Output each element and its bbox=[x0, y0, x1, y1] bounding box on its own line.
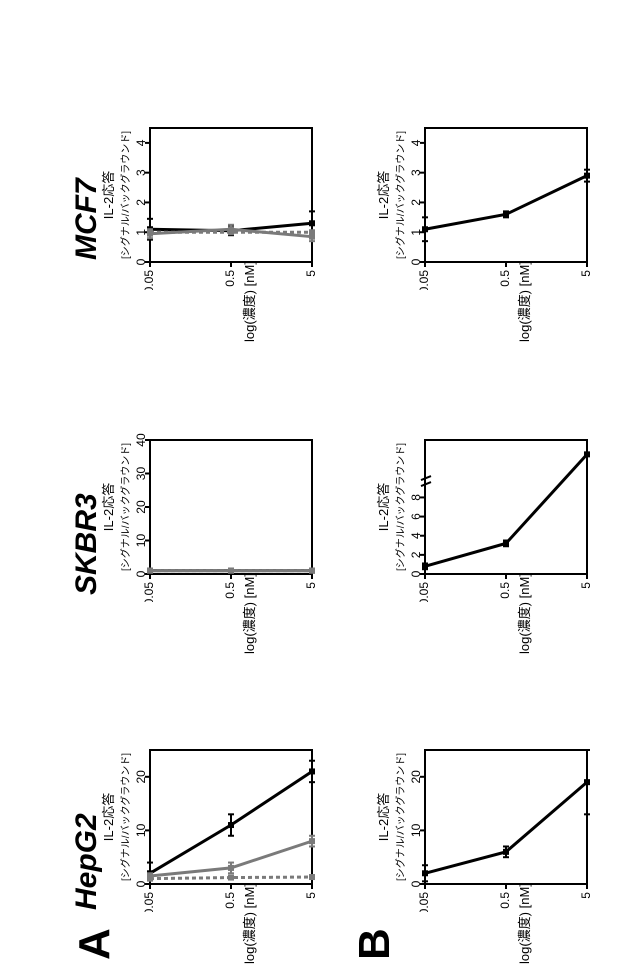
panel-letter-a: A bbox=[70, 928, 120, 960]
plot-b-hepg2: 0 10 20 0.05 0.5 5 bbox=[395, 742, 595, 912]
svg-text:6: 6 bbox=[409, 513, 423, 520]
svg-text:2: 2 bbox=[134, 199, 148, 206]
svg-text:0.5: 0.5 bbox=[223, 582, 237, 599]
xlabel: log(濃度) [nM] bbox=[514, 883, 533, 964]
xlabel: log(濃度) [nM] bbox=[239, 573, 258, 654]
svg-text:0.05: 0.05 bbox=[142, 892, 156, 912]
svg-text:10: 10 bbox=[409, 823, 423, 837]
svg-text:0: 0 bbox=[409, 258, 423, 265]
ylabel: IL-2応答[シグナル/バックグラウンド] bbox=[373, 750, 407, 884]
svg-text:5: 5 bbox=[579, 270, 593, 277]
xlabel: log(濃度) [nM] bbox=[239, 883, 258, 964]
xlabel: log(濃度) [nM] bbox=[514, 573, 533, 654]
svg-text:1: 1 bbox=[134, 229, 148, 236]
svg-text:1: 1 bbox=[409, 229, 423, 236]
svg-text:0.5: 0.5 bbox=[498, 892, 512, 909]
svg-text:0.5: 0.5 bbox=[498, 270, 512, 287]
svg-text:2: 2 bbox=[409, 551, 423, 558]
ylabel: IL-2応答[シグナル/バックグラウンド] bbox=[98, 750, 132, 884]
svg-text:30: 30 bbox=[134, 467, 148, 481]
plot-a-hepg2: 0 10 20 0.05 0.5 5 bbox=[120, 742, 320, 912]
xlabel: log(濃度) [nM] bbox=[514, 261, 533, 342]
svg-text:0: 0 bbox=[409, 880, 423, 887]
svg-text:20: 20 bbox=[409, 770, 423, 784]
svg-text:2: 2 bbox=[409, 199, 423, 206]
svg-text:10: 10 bbox=[134, 823, 148, 837]
svg-text:0.05: 0.05 bbox=[142, 582, 156, 602]
svg-text:8: 8 bbox=[409, 494, 423, 501]
svg-text:4: 4 bbox=[134, 139, 148, 146]
ylabel: IL-2応答[シグナル/バックグラウンド] bbox=[98, 128, 132, 262]
svg-text:0.05: 0.05 bbox=[417, 892, 431, 912]
svg-text:20: 20 bbox=[134, 770, 148, 784]
svg-text:3: 3 bbox=[409, 169, 423, 176]
svg-text:3: 3 bbox=[134, 169, 148, 176]
svg-text:20: 20 bbox=[134, 500, 148, 514]
ylabel: IL-2応答[シグナル/バックグラウンド] bbox=[373, 440, 407, 574]
svg-text:0.5: 0.5 bbox=[223, 270, 237, 287]
svg-text:0: 0 bbox=[134, 570, 148, 577]
svg-text:5: 5 bbox=[579, 892, 593, 899]
plot-a-mcf7: 0 1 2 3 4 0.05 0.5 5 bbox=[120, 120, 320, 290]
plot-b-mcf7: 0 1 2 3 4 0.05 0.5 5 bbox=[395, 120, 595, 290]
panel-letter-b: B bbox=[350, 928, 400, 960]
xlabel: log(濃度) [nM] bbox=[239, 261, 258, 342]
svg-text:0: 0 bbox=[409, 570, 423, 577]
plot-b-skbr3: 0 2 4 6 8 0.05 0.5 5 bbox=[395, 432, 595, 602]
figure-root: { "layout": { "page_w": 640, "page_h": 9… bbox=[0, 0, 640, 973]
svg-text:0.05: 0.05 bbox=[417, 270, 431, 290]
ylabel: IL-2応答[シグナル/バックグラウンド] bbox=[98, 440, 132, 574]
svg-text:0.05: 0.05 bbox=[142, 270, 156, 290]
svg-text:5: 5 bbox=[304, 270, 318, 277]
svg-text:0: 0 bbox=[134, 258, 148, 265]
ylabel: IL-2応答[シグナル/バックグラウンド] bbox=[373, 128, 407, 262]
svg-text:4: 4 bbox=[409, 532, 423, 539]
svg-text:5: 5 bbox=[304, 892, 318, 899]
svg-text:5: 5 bbox=[579, 582, 593, 589]
svg-text:10: 10 bbox=[134, 534, 148, 548]
svg-text:0.5: 0.5 bbox=[223, 892, 237, 909]
svg-text:0: 0 bbox=[134, 880, 148, 887]
svg-text:0.05: 0.05 bbox=[417, 582, 431, 602]
plot-a-skbr3: 0 10 20 30 40 0.05 0.5 5 bbox=[120, 432, 320, 602]
svg-text:4: 4 bbox=[409, 139, 423, 146]
svg-text:40: 40 bbox=[134, 433, 148, 447]
svg-text:0.5: 0.5 bbox=[498, 582, 512, 599]
svg-text:5: 5 bbox=[304, 582, 318, 589]
